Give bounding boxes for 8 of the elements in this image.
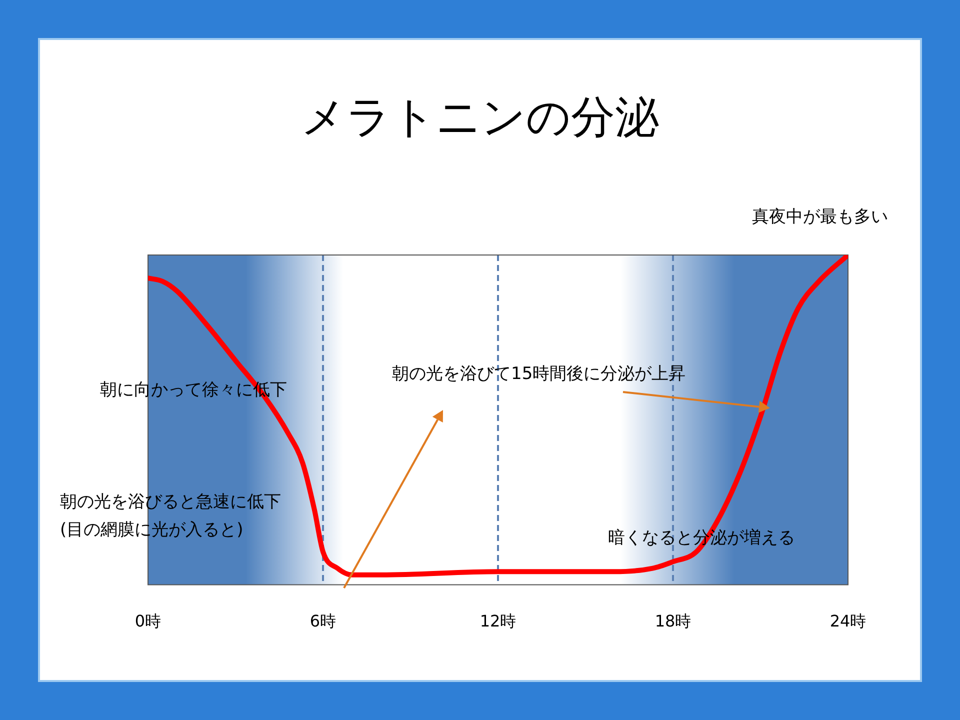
annotation: 真夜中が最も多い [752, 206, 888, 228]
annotation: 朝の光を浴びて15時間後に分泌が上昇 [392, 363, 686, 385]
x-tick-label: 18時 [654, 612, 692, 631]
x-tick-label: 0時 [134, 612, 162, 631]
chart-title: メラトニンの分泌 [300, 91, 660, 145]
x-tick-label: 6時 [310, 612, 336, 631]
x-tick-label: 12時 [480, 612, 516, 631]
x-tick-label: 24時 [830, 612, 866, 631]
